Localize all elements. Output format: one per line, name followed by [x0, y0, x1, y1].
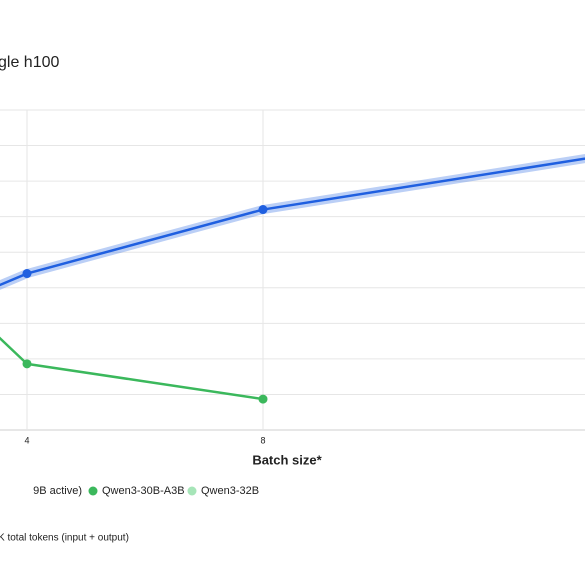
- x-tick-label: 4: [24, 435, 29, 445]
- legend-label: Qwen3-32B: [201, 485, 259, 497]
- point: [22, 359, 32, 369]
- chart-title: gle h100: [0, 54, 59, 71]
- legend-label: 9B active): [33, 485, 82, 497]
- x-tick-label: 8: [260, 435, 265, 445]
- point: [22, 269, 32, 279]
- point: [258, 205, 268, 215]
- x-axis-label: Batch size*: [252, 452, 322, 467]
- legend-marker: [187, 486, 197, 496]
- line: [0, 157, 585, 287]
- line-halo: [0, 154, 585, 290]
- point: [258, 394, 268, 404]
- legend-marker: [88, 486, 98, 496]
- legend-label: Qwen3-30B-A3B: [102, 485, 185, 497]
- footnote: K total tokens (input + output): [0, 533, 129, 544]
